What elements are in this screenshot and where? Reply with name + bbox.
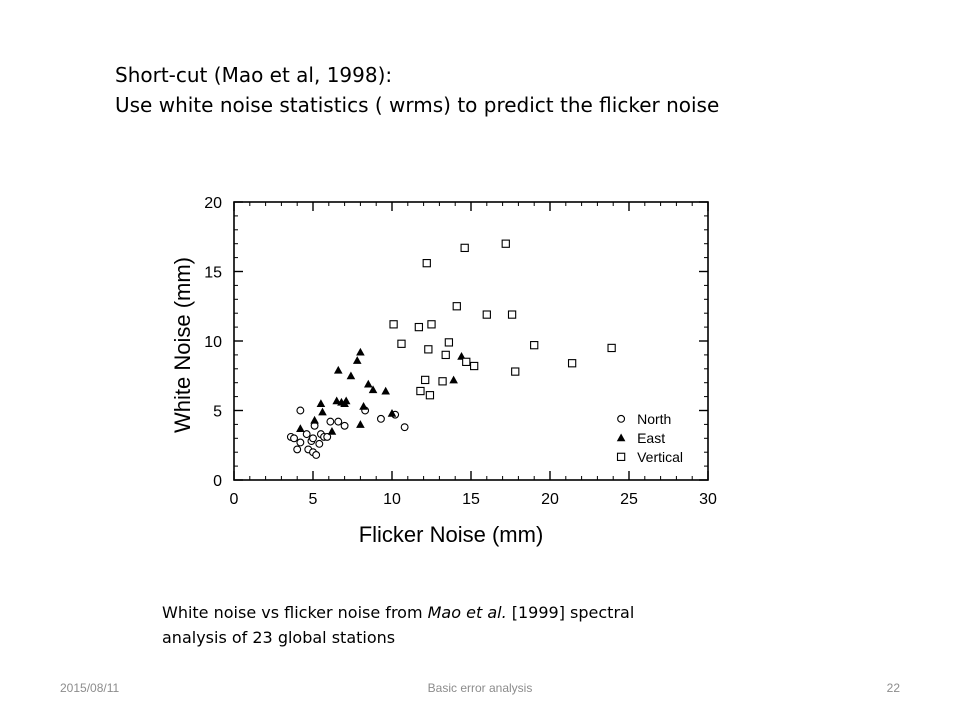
y-axis-title: White Noise (mm) <box>170 257 195 433</box>
y-tick-label: 15 <box>204 265 222 282</box>
footer-page-number: 22 <box>886 681 900 695</box>
point-north <box>293 445 302 454</box>
x-tick-label: 10 <box>383 491 401 508</box>
x-tick-label: 30 <box>699 491 717 508</box>
point-vertical <box>397 339 406 348</box>
point-east <box>381 386 390 395</box>
point-vertical <box>424 345 433 354</box>
point-east <box>387 408 397 417</box>
x-tick-label: 0 <box>230 491 239 508</box>
point-vertical <box>482 310 491 319</box>
y-tick-label: 10 <box>204 334 222 351</box>
point-vertical <box>438 377 447 386</box>
slide-heading: Short-cut (Mao et al, 1998): Use white n… <box>115 60 719 120</box>
point-east <box>296 424 305 433</box>
caption-line-2: analysis of 23 global stations <box>162 628 396 647</box>
point-north <box>400 423 409 432</box>
legend-label-north: North <box>637 411 671 427</box>
point-vertical <box>460 243 469 253</box>
legend: North East Vertical <box>616 411 683 465</box>
x-axis-title: Flicker Noise (mm) <box>359 522 544 547</box>
point-vertical <box>441 350 450 360</box>
legend-marker-north <box>617 414 626 423</box>
heading-line-2: Use white noise statistics ( wrms) to pr… <box>115 93 720 117</box>
point-east <box>356 347 365 356</box>
point-vertical <box>470 361 479 371</box>
point-north <box>296 406 305 415</box>
point-vertical <box>414 322 424 332</box>
axis-ticks <box>233 201 709 481</box>
x-tick-label: 15 <box>462 491 480 508</box>
y-tick-labels: 0 5 10 15 20 <box>204 195 222 490</box>
point-east <box>352 356 362 364</box>
point-east <box>316 399 326 407</box>
y-tick-label: 5 <box>213 404 222 421</box>
y-tick-label: 20 <box>204 195 222 212</box>
x-tick-labels: 0 5 10 15 20 25 30 <box>230 491 717 508</box>
legend-label-vertical: Vertical <box>637 449 683 465</box>
point-east <box>346 371 356 380</box>
y-tick-label: 0 <box>213 473 222 490</box>
point-vertical <box>389 320 398 329</box>
point-vertical <box>452 302 461 311</box>
x-tick-label: 20 <box>541 491 559 508</box>
point-north <box>302 430 311 439</box>
figure-caption: White noise vs flicker noise from Mao et… <box>162 600 634 650</box>
point-vertical <box>511 367 520 376</box>
point-east <box>327 427 337 435</box>
point-east <box>310 415 319 424</box>
legend-label-east: East <box>637 430 665 446</box>
point-north <box>309 434 317 443</box>
x-tick-label: 25 <box>620 491 638 508</box>
scatter-chart: 0 5 10 15 20 25 30 0 5 10 15 20 Flicker Noise (mm)… <box>170 195 717 547</box>
point-east <box>368 385 378 394</box>
point-north <box>312 451 321 459</box>
point-east <box>359 402 368 410</box>
point-north <box>296 438 305 447</box>
point-vertical <box>567 359 577 368</box>
footer-title: Basic error analysis <box>427 681 533 695</box>
point-east <box>318 407 327 416</box>
point-east <box>356 420 365 428</box>
caption-prefix: White noise vs flicker noise from <box>162 603 428 622</box>
point-east <box>364 379 373 388</box>
data-markers <box>286 239 616 459</box>
point-vertical <box>507 310 517 319</box>
point-east <box>341 396 351 405</box>
point-north <box>326 417 335 426</box>
point-vertical <box>462 357 471 366</box>
point-vertical <box>607 343 616 353</box>
point-vertical <box>422 259 431 268</box>
caption-line-1: White noise vs flicker noise from Mao et… <box>162 600 634 625</box>
point-vertical <box>444 338 454 347</box>
x-tick-label: 5 <box>309 491 318 508</box>
point-vertical <box>530 341 539 350</box>
point-vertical <box>425 391 435 400</box>
legend-marker-vertical <box>616 452 626 461</box>
point-north <box>290 434 298 443</box>
heading-line-1: Short-cut (Mao et al, 1998): <box>115 63 393 87</box>
point-east <box>333 365 343 374</box>
point-vertical <box>421 375 430 385</box>
point-north <box>340 421 349 430</box>
footer-date: 2015/08/11 <box>60 681 120 695</box>
point-east <box>449 375 458 384</box>
point-north <box>376 414 385 423</box>
caption-suffix: [1999] spectral <box>506 603 635 622</box>
point-north <box>323 432 332 441</box>
point-east <box>332 396 341 405</box>
point-vertical <box>427 320 436 329</box>
point-vertical <box>416 386 425 396</box>
point-north <box>315 439 324 448</box>
caption-italic: Mao et al. <box>427 603 507 622</box>
legend-marker-east <box>616 433 626 442</box>
point-vertical <box>501 239 510 248</box>
point-north <box>334 417 343 426</box>
